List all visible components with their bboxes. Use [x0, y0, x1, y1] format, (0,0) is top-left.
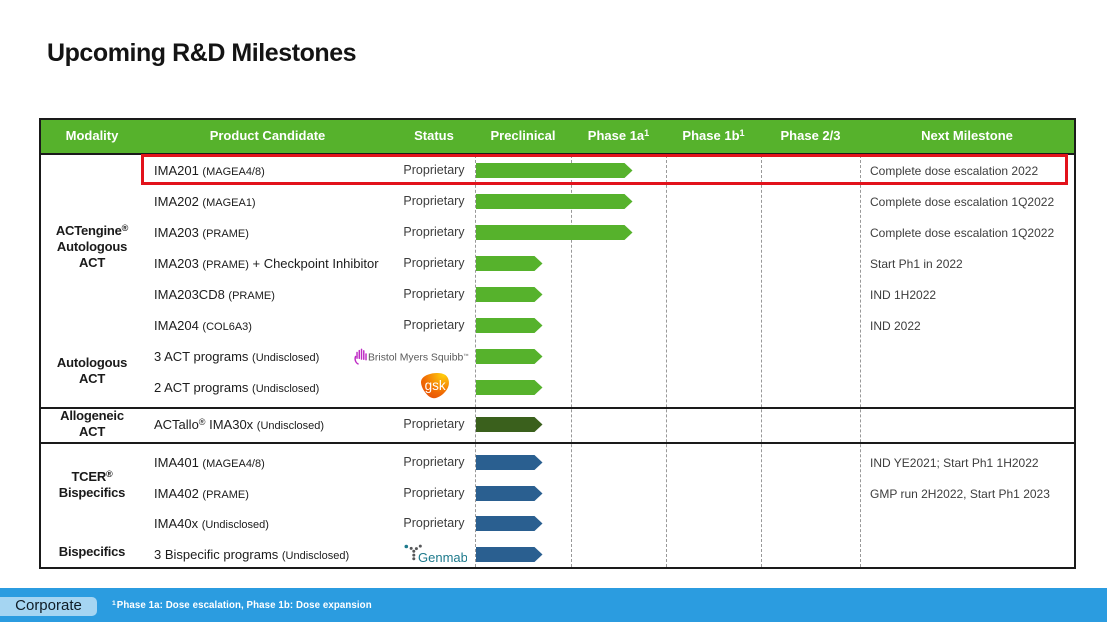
svg-text:Genmab: Genmab — [418, 550, 467, 565]
svg-text:Bristol Myers Squibb™: Bristol Myers Squibb™ — [368, 353, 469, 364]
svg-text:gsk: gsk — [425, 378, 446, 393]
